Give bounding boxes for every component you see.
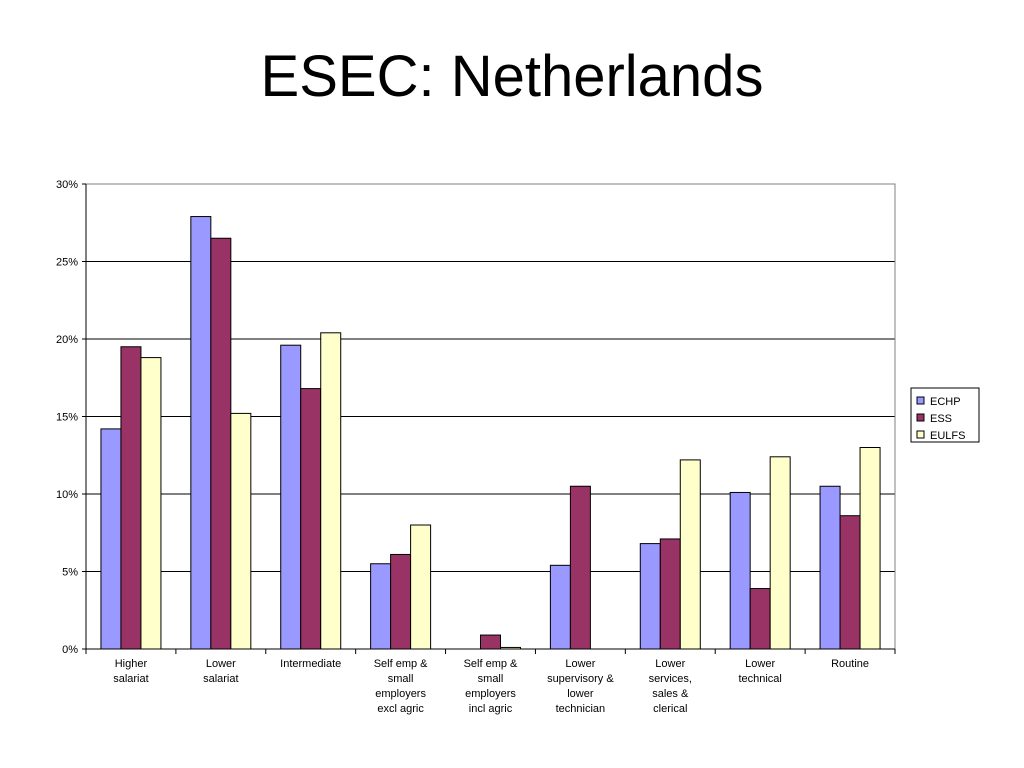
x-category-label: Lower salariat [203, 658, 238, 685]
bar-ess [480, 634, 501, 650]
bar-eulfs [230, 412, 252, 650]
y-tick-label: 10% [56, 489, 78, 501]
bar-ess [749, 588, 771, 650]
y-tick-label: 15% [56, 412, 78, 424]
legend-label-echp: ECHP [930, 396, 961, 408]
bar-ess [839, 515, 861, 650]
y-tick-label: 0% [62, 644, 78, 656]
bar-eulfs [679, 459, 701, 650]
slide-title: ESEC: Netherlands [260, 44, 764, 109]
x-category-label: Self emp & small employers excl agric [374, 658, 428, 715]
y-tick-label: 20% [56, 334, 78, 346]
bar-ess [569, 485, 591, 650]
legend-label-eulfs: EULFS [930, 430, 965, 442]
bar-eulfs [410, 524, 432, 650]
x-category-label: Intermediate [280, 658, 341, 670]
bar-echp [639, 543, 661, 650]
bar-echp [819, 485, 841, 650]
legend-label-ess: ESS [930, 413, 952, 425]
bar-echp [370, 563, 392, 650]
bar-ess [210, 237, 232, 650]
bar-eulfs [769, 456, 791, 650]
x-category-label: Self emp & small employers incl agric [464, 658, 518, 715]
y-tick-label: 25% [56, 257, 78, 269]
bar-echp [280, 344, 302, 650]
y-tick-label: 5% [62, 567, 78, 579]
bar-ess [659, 538, 681, 650]
x-category-label: Higher salariat [113, 658, 148, 685]
bar-echp [190, 216, 212, 650]
y-tick-label: 30% [56, 179, 78, 191]
bar-echp [100, 428, 122, 650]
axes: 0% 5% 10% 15% 20% 25% 30% Higher salariat Lower sa… [56, 179, 896, 715]
bar-eulfs [859, 447, 881, 650]
x-category-label: Lower supervisory & lower technician [547, 658, 614, 715]
legend-swatch-ess [916, 413, 925, 422]
bar-eulfs [140, 357, 162, 650]
bar-echp [549, 564, 571, 650]
legend-swatch-eulfs [916, 430, 925, 439]
x-category-label: Lower technical [738, 658, 781, 685]
bar-ess [300, 388, 322, 650]
x-category-label: Routine [831, 658, 869, 670]
legend: ECHP ESS EULFS [910, 387, 980, 443]
bar-echp [729, 491, 751, 650]
bar-eulfs [320, 332, 342, 650]
bars [100, 216, 881, 650]
legend-swatch-echp [916, 396, 925, 405]
x-category-label: Lower services, sales & clerical [649, 658, 692, 715]
bar-ess [120, 346, 142, 650]
bar-ess [390, 553, 412, 650]
